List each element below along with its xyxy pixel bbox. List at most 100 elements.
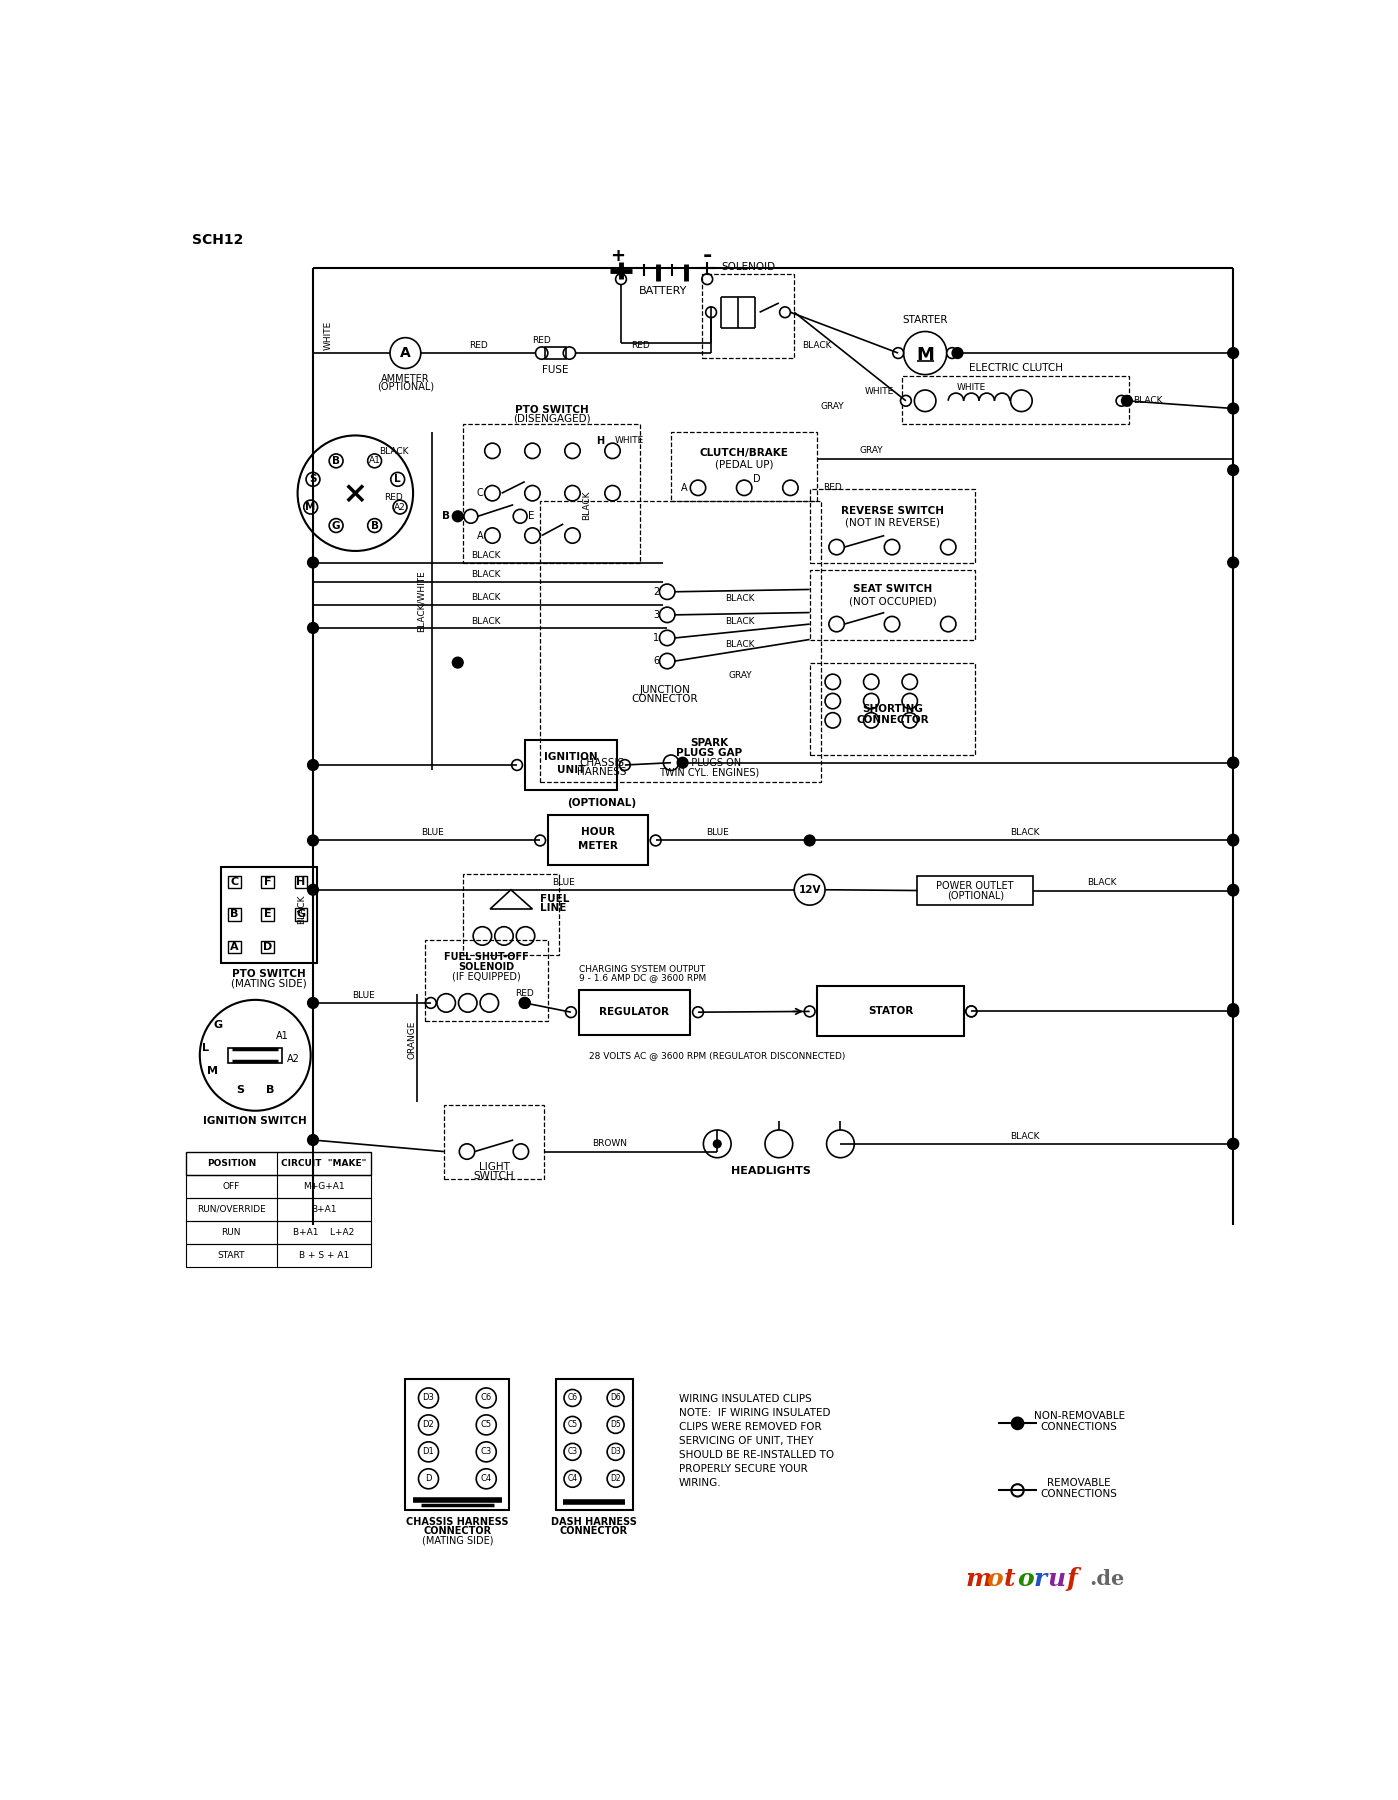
Bar xyxy=(186,1197,370,1220)
Text: BLACK: BLACK xyxy=(471,551,500,560)
Text: B: B xyxy=(370,520,379,531)
Text: D: D xyxy=(754,475,761,484)
Text: E: E xyxy=(264,909,271,920)
Text: (OPTIONAL): (OPTIONAL) xyxy=(377,382,433,392)
Circle shape xyxy=(1227,1006,1239,1017)
Text: START: START xyxy=(218,1251,245,1260)
Circle shape xyxy=(713,1139,721,1148)
Circle shape xyxy=(519,997,530,1008)
Text: (OPTIONAL): (OPTIONAL) xyxy=(568,797,636,808)
Text: UNIT: UNIT xyxy=(556,765,586,776)
Bar xyxy=(540,500,821,781)
Bar xyxy=(295,877,306,887)
Circle shape xyxy=(1227,347,1239,358)
Bar xyxy=(548,815,647,866)
Circle shape xyxy=(1227,1006,1239,1017)
Text: C6: C6 xyxy=(481,1393,492,1402)
Circle shape xyxy=(783,481,798,495)
Text: CONNECTOR: CONNECTOR xyxy=(424,1526,492,1535)
Text: BLACK: BLACK xyxy=(471,594,500,603)
Circle shape xyxy=(607,1417,624,1433)
Circle shape xyxy=(902,713,917,727)
Circle shape xyxy=(563,1390,582,1406)
Circle shape xyxy=(512,760,523,770)
Text: G: G xyxy=(214,1019,222,1030)
Text: A: A xyxy=(477,531,484,540)
Circle shape xyxy=(893,347,903,358)
Circle shape xyxy=(391,472,404,486)
Text: BLACK: BLACK xyxy=(802,340,832,349)
Text: r: r xyxy=(1035,1566,1047,1591)
Circle shape xyxy=(914,391,935,412)
Text: AMMETER: AMMETER xyxy=(382,374,429,383)
Text: G: G xyxy=(331,520,340,531)
Circle shape xyxy=(702,274,713,284)
Text: (PEDAL UP): (PEDAL UP) xyxy=(714,459,773,470)
Circle shape xyxy=(692,1006,703,1017)
Text: GRAY: GRAY xyxy=(821,403,844,412)
Circle shape xyxy=(952,347,963,358)
Bar xyxy=(295,909,306,920)
Text: WHITE: WHITE xyxy=(956,383,986,392)
Circle shape xyxy=(418,1469,439,1489)
Bar xyxy=(425,940,548,1021)
Circle shape xyxy=(1227,558,1239,567)
Text: A: A xyxy=(400,346,411,360)
Circle shape xyxy=(1011,1417,1023,1429)
Text: WHITE: WHITE xyxy=(324,320,333,349)
Circle shape xyxy=(619,760,630,770)
Bar xyxy=(555,1379,632,1510)
Circle shape xyxy=(516,927,535,945)
Circle shape xyxy=(563,347,576,360)
Text: BLUE: BLUE xyxy=(421,828,443,837)
Circle shape xyxy=(650,835,661,846)
Text: CONNECTIONS: CONNECTIONS xyxy=(1040,1489,1117,1499)
Circle shape xyxy=(329,454,343,468)
Circle shape xyxy=(524,527,540,544)
Text: CONNECTOR: CONNECTOR xyxy=(561,1526,628,1535)
Circle shape xyxy=(826,1130,854,1157)
Bar xyxy=(228,941,240,952)
Circle shape xyxy=(306,472,320,486)
Text: 3: 3 xyxy=(653,610,660,619)
Text: BLUE: BLUE xyxy=(552,878,575,887)
Circle shape xyxy=(607,1390,624,1406)
Text: CONNECTIONS: CONNECTIONS xyxy=(1040,1422,1117,1433)
Circle shape xyxy=(485,486,500,500)
Bar xyxy=(405,1379,509,1510)
Text: D: D xyxy=(263,941,273,952)
Circle shape xyxy=(946,347,958,358)
Text: B: B xyxy=(231,909,239,920)
Circle shape xyxy=(464,509,478,524)
Text: PTO SWITCH: PTO SWITCH xyxy=(232,970,306,979)
Text: 1: 1 xyxy=(653,634,660,643)
Text: M: M xyxy=(207,1066,218,1076)
Text: C4: C4 xyxy=(568,1474,577,1483)
Circle shape xyxy=(615,274,626,284)
Bar xyxy=(186,1220,370,1244)
Text: SHORTING: SHORTING xyxy=(863,704,923,715)
Text: BLACK: BLACK xyxy=(379,446,408,455)
Text: STATOR: STATOR xyxy=(868,1006,913,1017)
Circle shape xyxy=(308,760,319,770)
Circle shape xyxy=(765,1130,793,1157)
Circle shape xyxy=(485,527,500,544)
Circle shape xyxy=(703,1130,731,1157)
Text: BATTERY: BATTERY xyxy=(639,286,688,295)
Circle shape xyxy=(519,997,530,1008)
Bar xyxy=(702,274,794,358)
Text: H: H xyxy=(596,436,604,446)
Text: +: + xyxy=(610,247,625,265)
Text: CHASSIS HARNESS: CHASSIS HARNESS xyxy=(407,1517,509,1526)
Bar xyxy=(221,866,317,963)
Circle shape xyxy=(495,927,513,945)
Circle shape xyxy=(368,454,382,468)
Circle shape xyxy=(390,338,421,369)
Circle shape xyxy=(473,927,492,945)
Text: BLACK: BLACK xyxy=(471,571,500,580)
Circle shape xyxy=(660,653,675,670)
Text: L: L xyxy=(394,475,401,484)
Circle shape xyxy=(393,500,407,515)
Text: BLACK: BLACK xyxy=(296,895,306,923)
Text: FUSE: FUSE xyxy=(542,365,569,374)
